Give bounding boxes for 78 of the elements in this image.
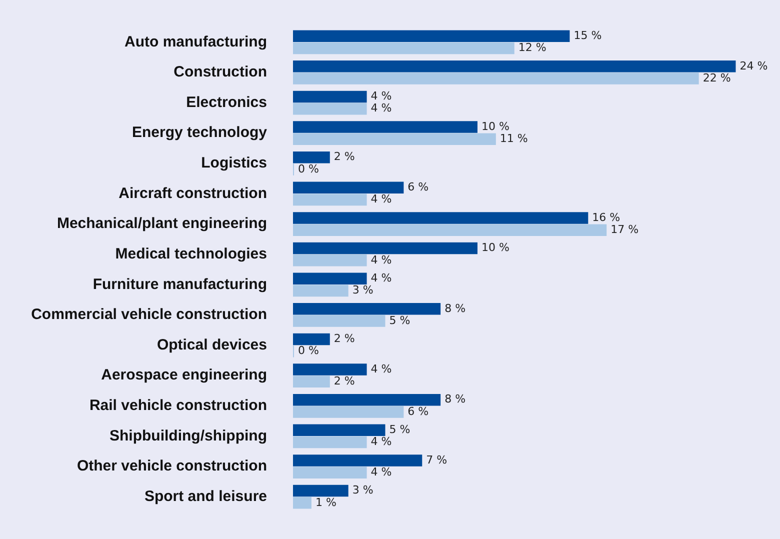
data-label: 4 %	[370, 435, 392, 448]
y-tick-label: Mechanical/plant engineering	[56, 215, 267, 232]
data-label: 17 %	[610, 222, 639, 236]
y-tick-label: Shipbuilding/shipping	[110, 427, 267, 444]
bar	[293, 436, 367, 448]
bar	[293, 242, 478, 254]
data-label: 2 %	[334, 332, 355, 346]
bar	[293, 90, 367, 103]
data-label: 0 %	[298, 162, 319, 176]
bar	[293, 30, 570, 42]
bar	[293, 102, 367, 115]
data-label: 16 %	[592, 210, 620, 224]
y-tick-label: Rail vehicle construction	[89, 397, 267, 414]
bar	[293, 466, 367, 478]
data-label: 2 %	[334, 150, 355, 164]
bar	[293, 72, 699, 84]
bar	[293, 212, 588, 224]
data-label: 6 %	[408, 180, 429, 194]
data-label: 15 %	[574, 28, 602, 42]
bar	[293, 333, 330, 346]
data-label: 1 %	[315, 496, 336, 509]
bar	[293, 424, 386, 436]
data-label: 7 %	[426, 453, 448, 466]
bar	[293, 42, 514, 54]
bar	[293, 497, 312, 509]
data-label: 12 %	[518, 41, 546, 54]
data-label: 24 %	[740, 59, 768, 72]
y-tick-label: Logistics	[201, 154, 267, 172]
data-label: 4 %	[370, 362, 392, 376]
bar	[293, 315, 386, 327]
bar	[293, 454, 422, 466]
y-tick-label: Construction	[174, 64, 267, 81]
bar	[293, 121, 478, 133]
y-tick-label: Commercial vehicle construction	[31, 306, 267, 324]
data-label: 22 %	[702, 71, 731, 84]
bar	[293, 133, 496, 146]
y-tick-label: Other vehicle construction	[76, 458, 267, 475]
data-label: 4 %	[370, 192, 392, 206]
bar	[293, 376, 330, 388]
bar	[293, 406, 404, 418]
data-label: 0 %	[298, 344, 319, 358]
data-label: 4 %	[370, 102, 392, 115]
data-label: 8 %	[444, 302, 466, 315]
y-tick-label: Electronics	[186, 94, 267, 111]
bar	[293, 394, 441, 406]
bar	[293, 484, 348, 497]
data-label: 10 %	[481, 120, 510, 133]
bar	[293, 254, 367, 266]
data-label: 4 %	[370, 90, 392, 103]
data-label: 4 %	[370, 271, 392, 284]
y-tick-label: Energy technology	[132, 124, 268, 142]
y-tick-label: Furniture manufacturing	[92, 276, 267, 293]
data-label: 6 %	[408, 404, 429, 418]
data-label: 8 %	[444, 392, 466, 406]
bar	[293, 182, 404, 194]
data-label: 11 %	[500, 132, 528, 146]
data-label: 3 %	[352, 284, 374, 297]
y-tick-label: Medical technologies	[115, 245, 267, 262]
data-label: 5 %	[389, 314, 410, 327]
bar	[293, 60, 736, 72]
y-tick-label: Sport and leisure	[144, 488, 267, 505]
bar	[293, 224, 607, 236]
data-label: 2 %	[334, 374, 355, 388]
bar	[293, 194, 367, 206]
bar	[293, 364, 367, 376]
data-label: 4 %	[370, 465, 392, 478]
y-tick-label: Optical devices	[156, 336, 267, 354]
y-tick-label: Auto manufacturing	[124, 33, 267, 50]
bar	[293, 303, 441, 315]
data-label: 3 %	[352, 484, 374, 497]
bar	[293, 151, 330, 164]
data-label: 5 %	[389, 423, 410, 436]
bar	[293, 272, 367, 284]
bar	[293, 284, 348, 297]
data-label: 4 %	[370, 253, 392, 266]
data-label: 10 %	[481, 241, 510, 254]
y-tick-label: Aerospace engineering	[101, 366, 267, 384]
y-tick-label: Aircraft construction	[118, 184, 267, 202]
